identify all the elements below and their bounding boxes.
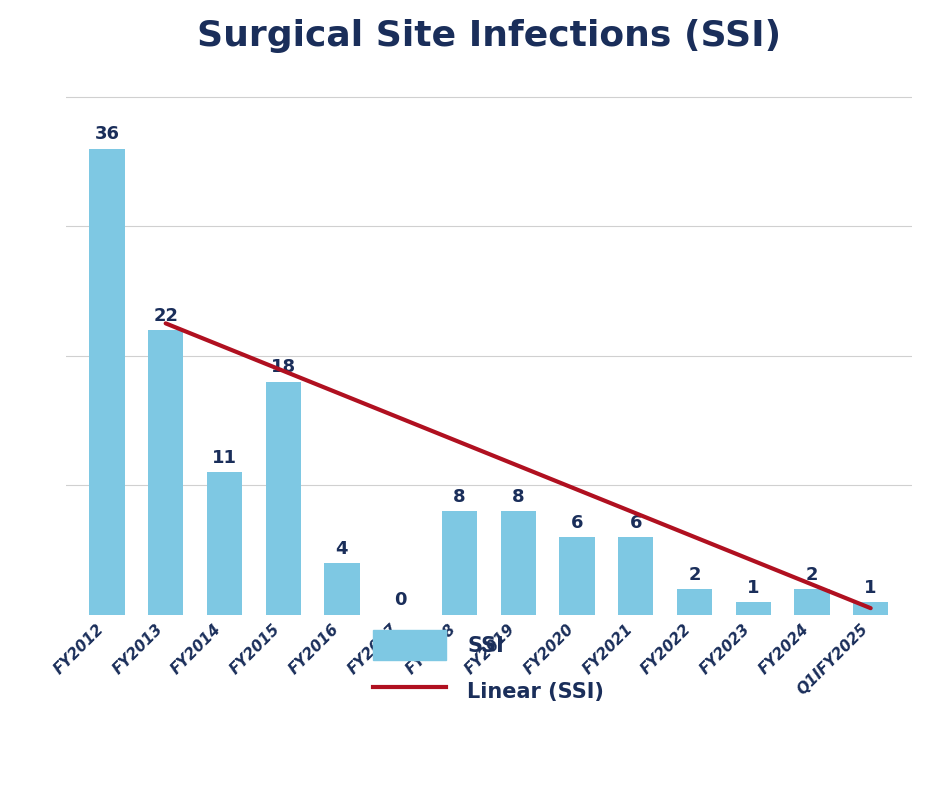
Text: 8: 8 [512,488,525,506]
Text: 4: 4 [336,540,348,558]
Text: 2: 2 [806,566,818,584]
Text: 11: 11 [212,449,237,467]
Bar [324,563,359,615]
Text: 6: 6 [571,514,583,532]
Bar [735,602,771,615]
Text: 1: 1 [865,578,877,597]
Bar [500,511,536,615]
Text: 6: 6 [630,514,642,532]
Bar [559,537,594,615]
Bar [89,149,124,615]
Legend: SSI, Linear (SSI): SSI, Linear (SSI) [373,630,604,706]
Text: 8: 8 [453,488,465,506]
Text: 18: 18 [271,359,296,377]
Title: Surgical Site Infections (SSI): Surgical Site Infections (SSI) [196,19,781,53]
Bar [266,381,301,615]
Bar [794,589,829,615]
Bar [677,589,713,615]
Text: 22: 22 [153,307,179,325]
Bar [619,537,653,615]
Text: 2: 2 [688,566,700,584]
Text: 0: 0 [395,592,407,609]
Text: 36: 36 [94,125,119,143]
Bar [149,330,183,615]
Text: 1: 1 [747,578,760,597]
Bar [854,602,888,615]
Bar [442,511,478,615]
Bar [207,472,243,615]
